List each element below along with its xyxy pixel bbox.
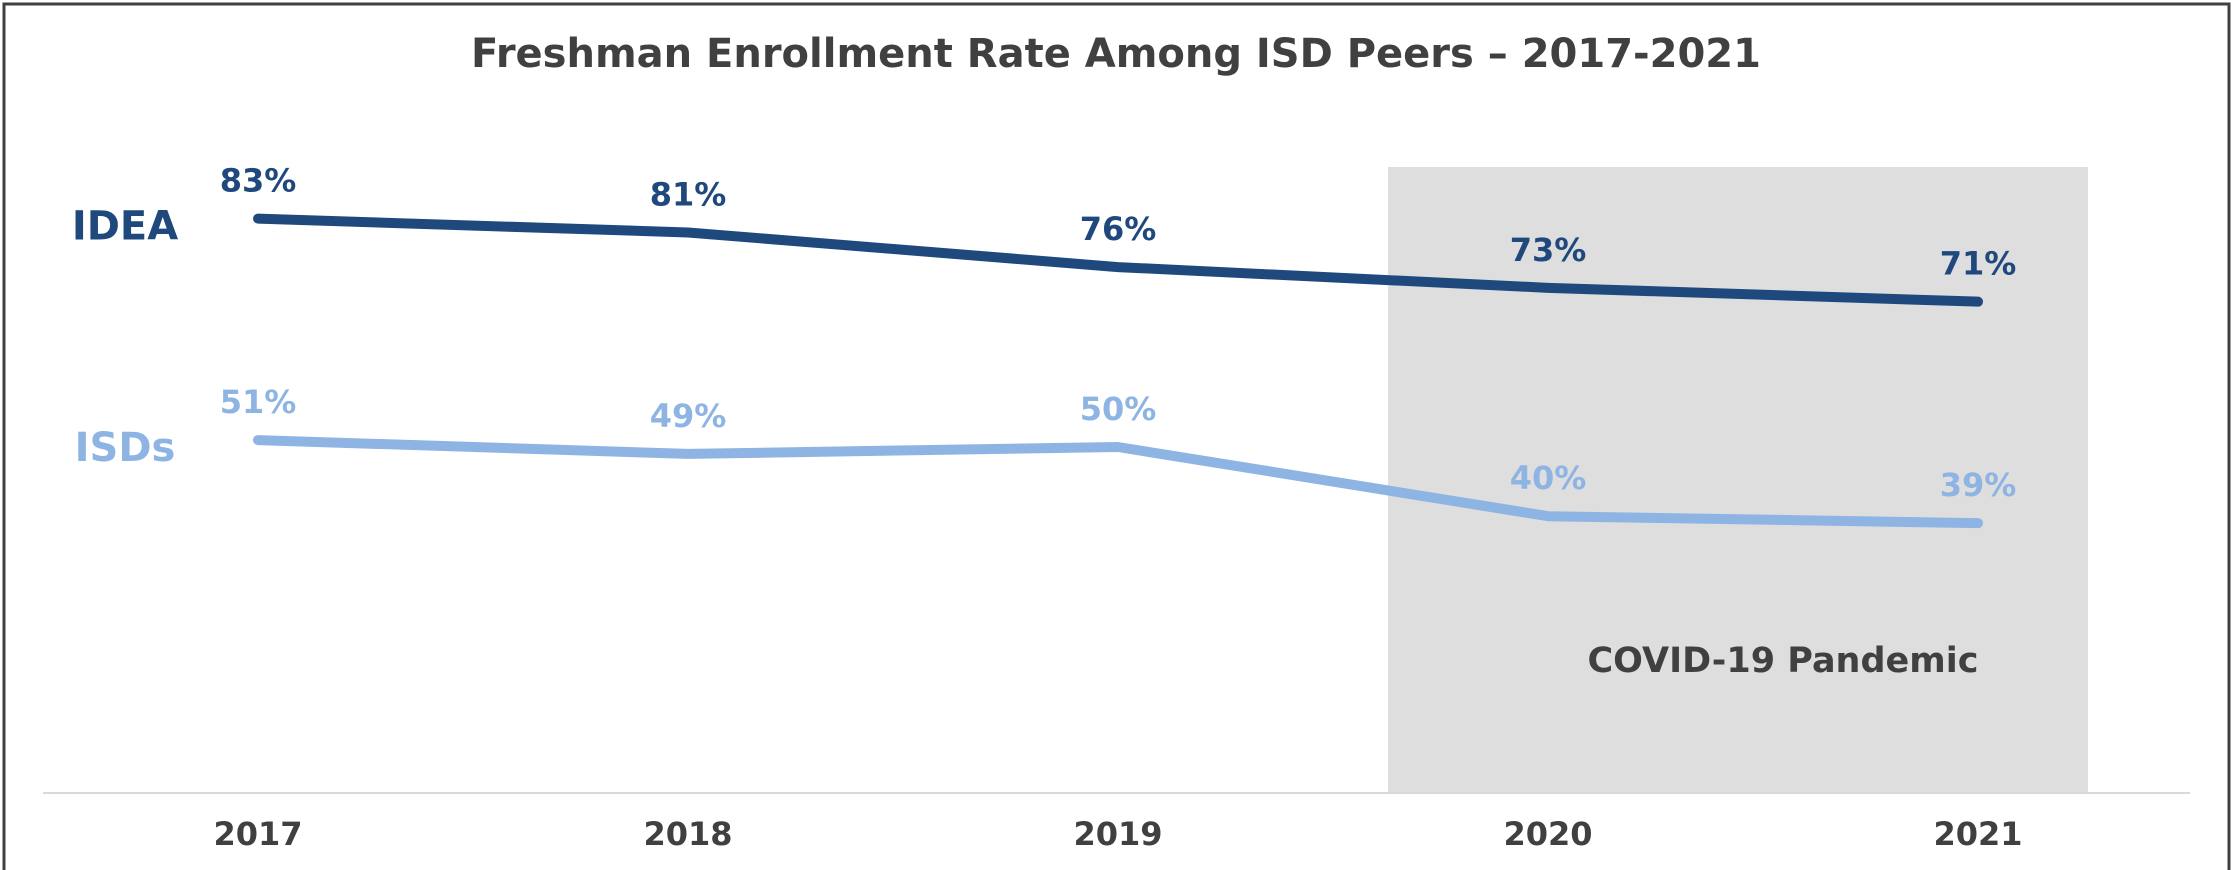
covid-highlight [1388, 167, 2088, 793]
annotation: COVID-19 Pandemic [1588, 641, 1979, 681]
data-label: 40% [1510, 459, 1587, 497]
data-label: 76% [1080, 210, 1157, 248]
data-label: 39% [1940, 466, 2017, 504]
x-tick-label: 2021 [1933, 815, 2022, 853]
data-label: 81% [650, 175, 727, 213]
data-label: 49% [650, 397, 727, 435]
data-label: 83% [220, 162, 297, 200]
data-label: 71% [1940, 245, 2017, 283]
data-label: 73% [1510, 231, 1587, 269]
series-line [253, 213, 1983, 307]
series-label: ISDs [75, 425, 176, 471]
series-label: IDEA [72, 204, 178, 250]
data-label: 51% [220, 383, 297, 421]
x-tick-label: 2020 [1503, 815, 1592, 853]
series-line [253, 435, 1983, 529]
x-tick-label: 2018 [643, 815, 732, 853]
chart-title: Freshman Enrollment Rate Among ISD Peers… [471, 31, 1761, 77]
data-label: 50% [1080, 390, 1157, 428]
x-tick-label: 2019 [1073, 815, 1162, 853]
x-tick-label: 2017 [213, 815, 302, 853]
